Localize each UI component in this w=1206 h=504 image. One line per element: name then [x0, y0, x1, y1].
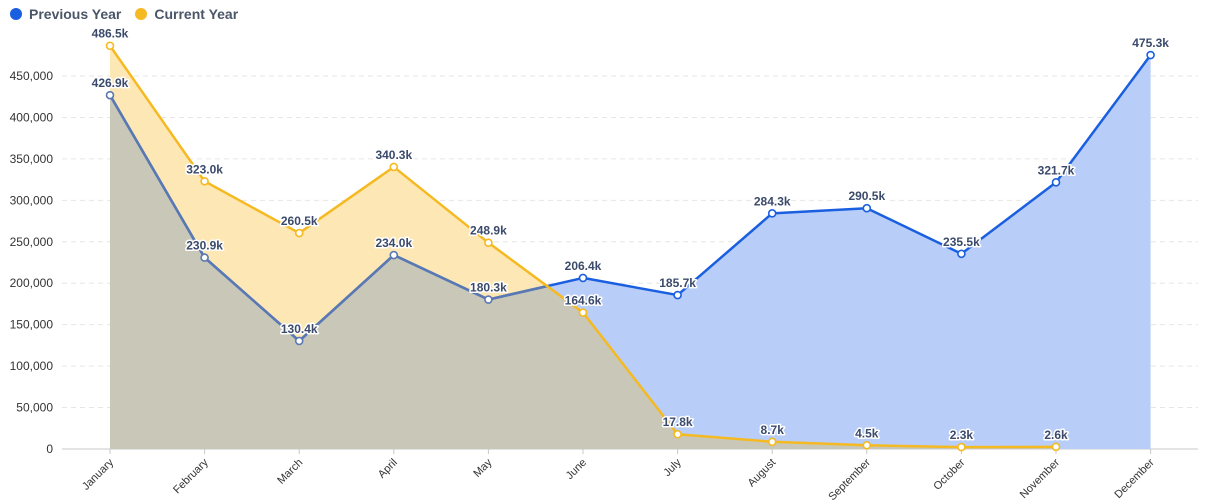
current-year-data-label: 260.5k [281, 214, 318, 228]
previous-year-data-label: 180.3k [470, 281, 507, 295]
x-tick-label: February [171, 456, 211, 496]
current-year-data-label: 164.6k [565, 294, 602, 308]
x-tick-label: March [275, 457, 305, 487]
previous-year-data-label: 206.4k [565, 259, 602, 273]
previous-year-point[interactable] [767, 209, 777, 218]
previous-year-data-label: 284.3k [754, 194, 791, 208]
legend-label-previous: Previous Year [29, 6, 122, 22]
previous-year-point[interactable] [389, 250, 399, 260]
previous-year-data-label: 185.7k [659, 276, 696, 290]
previous-year-point[interactable] [673, 290, 682, 300]
current-year-point[interactable] [389, 162, 399, 172]
x-tick-label: September [826, 456, 873, 503]
previous-year-point[interactable] [294, 336, 304, 346]
y-tick-label: 300,000 [10, 193, 54, 207]
previous-year-data-label: 230.9k [186, 239, 223, 253]
current-year-data-label: 4.5k [855, 426, 879, 440]
previous-year-point[interactable] [105, 90, 115, 100]
x-tick-label: August [746, 457, 779, 490]
previous-year-point[interactable] [484, 295, 493, 304]
x-tick-label: May [471, 456, 495, 480]
current-year-point[interactable] [200, 176, 209, 186]
current-year-data-label: 17.8k [663, 415, 693, 429]
current-year-point[interactable] [862, 440, 872, 450]
current-year-data-label: 8.7k [761, 423, 785, 437]
current-year-point[interactable] [578, 308, 588, 317]
current-year-point[interactable] [767, 437, 777, 447]
y-tick-label: 200,000 [10, 276, 54, 290]
y-tick-label: 400,000 [10, 110, 54, 124]
y-tick-label: 100,000 [10, 359, 54, 373]
y-tick-label: 150,000 [10, 318, 54, 332]
previous-year-data-label: 426.9k [92, 76, 129, 90]
x-tick-label: April [376, 457, 400, 481]
legend-dot-current-icon [135, 8, 148, 20]
x-tick-label: October [931, 456, 967, 492]
y-tick-label: 0 [46, 442, 53, 456]
previous-year-point[interactable] [1051, 178, 1061, 187]
x-tick-label: July [661, 456, 684, 479]
y-tick-label: 50,000 [16, 401, 53, 415]
current-year-data-label: 340.3k [375, 148, 412, 162]
x-tick-label: December [1112, 456, 1157, 501]
x-tick-label: November [1018, 456, 1063, 501]
current-year-point[interactable] [957, 442, 966, 452]
previous-year-data-label: 475.3k [1132, 36, 1169, 50]
current-year-data-label: 2.6k [1044, 428, 1068, 442]
x-tick-label: June [564, 457, 589, 482]
previous-year-data-label: 235.5k [943, 235, 980, 249]
previous-year-data-label: 234.0k [375, 236, 412, 250]
current-year-data-label: 248.9k [470, 224, 507, 238]
current-year-data-label: 2.3k [950, 428, 974, 442]
current-year-data-label: 323.0k [186, 162, 223, 176]
previous-year-point[interactable] [862, 203, 872, 213]
current-year-point[interactable] [105, 41, 115, 51]
legend-item-current-year[interactable]: Current Year [135, 6, 238, 22]
x-tick-label: January [80, 456, 117, 493]
legend-dot-previous-icon [10, 8, 22, 20]
previous-year-point[interactable] [1146, 50, 1155, 60]
current-year-data-label: 486.5k [92, 27, 129, 41]
previous-year-data-label: 290.5k [848, 189, 885, 203]
current-year-point[interactable] [484, 238, 493, 247]
current-year-point[interactable] [673, 429, 682, 439]
previous-year-point[interactable] [957, 249, 966, 259]
previous-year-data-label: 321.7k [1038, 163, 1075, 177]
previous-year-point[interactable] [578, 273, 588, 283]
chart-legend: Previous Year Current Year [10, 6, 252, 22]
legend-item-previous-year[interactable]: Previous Year [10, 6, 121, 22]
legend-label-current: Current Year [154, 6, 239, 22]
y-tick-label: 450,000 [10, 69, 54, 83]
previous-year-data-label: 130.4k [281, 322, 318, 336]
current-year-point[interactable] [1051, 442, 1061, 452]
previous-year-point[interactable] [200, 253, 209, 262]
y-tick-label: 350,000 [10, 152, 54, 166]
current-year-point[interactable] [294, 228, 304, 238]
y-tick-label: 250,000 [10, 235, 54, 249]
